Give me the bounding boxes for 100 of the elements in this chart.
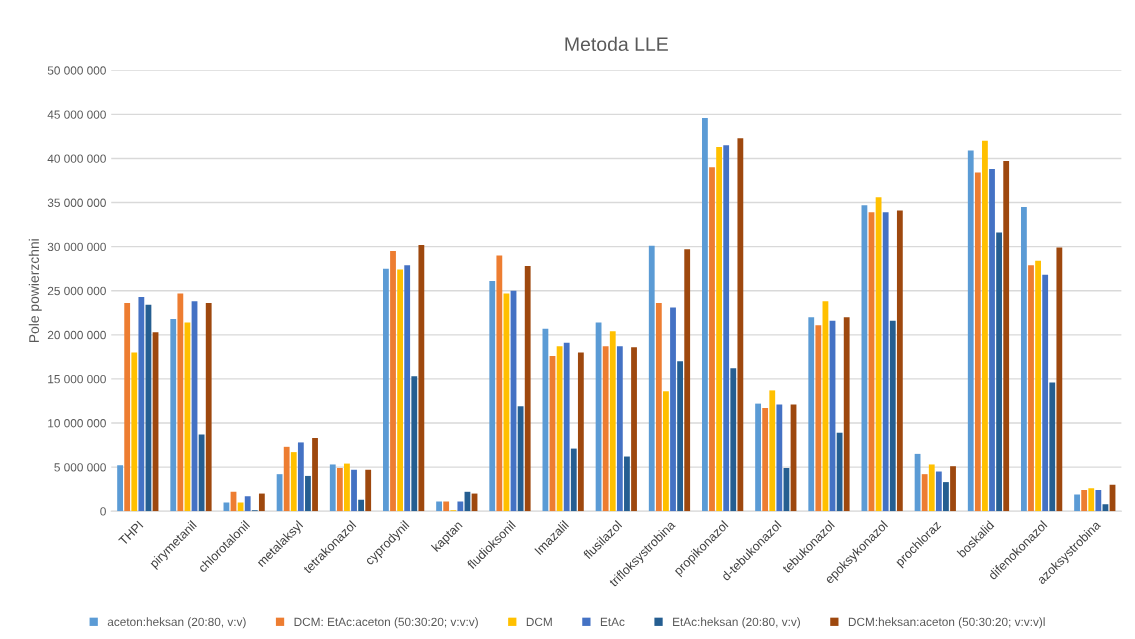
bar — [1074, 494, 1080, 512]
bar — [563, 342, 570, 512]
bar — [808, 317, 815, 512]
legend-label: EtAc — [600, 617, 625, 627]
bar — [723, 145, 730, 512]
bar — [457, 501, 464, 512]
bar — [670, 307, 676, 512]
bar — [365, 469, 372, 512]
bar — [950, 466, 956, 512]
bar — [762, 408, 769, 512]
bar — [177, 293, 184, 512]
bar — [312, 438, 318, 512]
bar — [709, 167, 715, 512]
bar — [1021, 206, 1027, 512]
y-tick-label: 30 000 000 — [47, 242, 106, 252]
bar — [815, 325, 822, 512]
y-tick-label: 25 000 000 — [47, 286, 106, 296]
y-tick-label: 5 000 000 — [54, 463, 106, 472]
bar — [1003, 161, 1010, 512]
bar — [616, 346, 623, 512]
bar — [882, 212, 889, 512]
bar — [1088, 488, 1095, 512]
bar — [663, 391, 669, 512]
y-tick-label: 35 000 000 — [47, 198, 106, 207]
bar — [290, 452, 297, 512]
bar — [1042, 274, 1049, 512]
legend-label: EtAc:heksan (20:80, v:v) — [673, 617, 800, 629]
bar — [577, 352, 584, 512]
bar — [344, 463, 350, 512]
legend-label: aceton:heksan (20:80, v:v) — [107, 617, 246, 629]
bar — [556, 346, 563, 512]
bar — [390, 251, 396, 512]
bar — [443, 501, 450, 512]
bar — [404, 265, 411, 512]
bar — [935, 471, 942, 512]
bar — [996, 232, 1003, 512]
bar — [602, 346, 609, 512]
bar — [237, 502, 244, 512]
bar — [677, 361, 684, 512]
bar — [397, 269, 403, 512]
bar — [1056, 247, 1063, 512]
y-tick-label: 40 000 000 — [47, 154, 106, 163]
bar — [570, 448, 577, 512]
bar — [730, 368, 737, 512]
y-tick-label: 15 000 000 — [48, 374, 106, 384]
y-tick-label: 10 000 000 — [48, 419, 106, 428]
bar — [329, 464, 336, 512]
bar — [1081, 490, 1088, 512]
bar — [170, 318, 177, 512]
bar — [889, 320, 896, 512]
bar — [258, 493, 265, 512]
bar — [776, 404, 783, 512]
legend-label: DCM — [526, 617, 552, 627]
bar — [631, 347, 637, 512]
bar — [1035, 260, 1041, 512]
bar — [411, 376, 418, 512]
bar — [496, 255, 503, 512]
bar — [305, 475, 311, 512]
bar — [716, 147, 722, 512]
bar — [609, 331, 616, 512]
bar — [1028, 265, 1034, 512]
bar — [418, 244, 425, 512]
bar — [138, 296, 145, 512]
bar — [524, 266, 531, 512]
bar — [358, 499, 365, 512]
bar — [131, 352, 138, 512]
bar — [943, 482, 949, 512]
bar — [648, 245, 655, 512]
bar — [383, 268, 389, 512]
bar — [297, 442, 304, 512]
bar — [982, 140, 988, 512]
bar — [489, 281, 496, 512]
bar — [1049, 382, 1056, 512]
bar — [769, 390, 776, 512]
y-axis-title: Pole powierzchni — [28, 239, 42, 343]
bar — [843, 317, 850, 512]
bar — [351, 469, 357, 512]
bar — [436, 501, 442, 512]
bar — [655, 303, 662, 512]
bar — [517, 406, 524, 512]
y-tick-label: 45 000 000 — [47, 110, 106, 119]
bar — [124, 303, 131, 512]
bar — [205, 303, 212, 512]
bar — [928, 464, 935, 512]
bar — [989, 169, 995, 512]
y-tick-label: 20 000 000 — [47, 330, 106, 340]
bar — [1095, 490, 1102, 512]
bar — [283, 446, 290, 512]
bar — [737, 138, 744, 512]
bar — [336, 467, 343, 512]
bar — [896, 210, 903, 512]
bar — [684, 249, 691, 512]
bar — [244, 496, 251, 512]
bar — [624, 456, 630, 512]
bar — [117, 465, 123, 512]
bar — [702, 117, 708, 512]
y-tick-label: 50 000 000 — [47, 66, 106, 75]
bar — [198, 434, 205, 512]
y-tick-label: 0 — [100, 507, 106, 516]
bar — [974, 172, 981, 512]
